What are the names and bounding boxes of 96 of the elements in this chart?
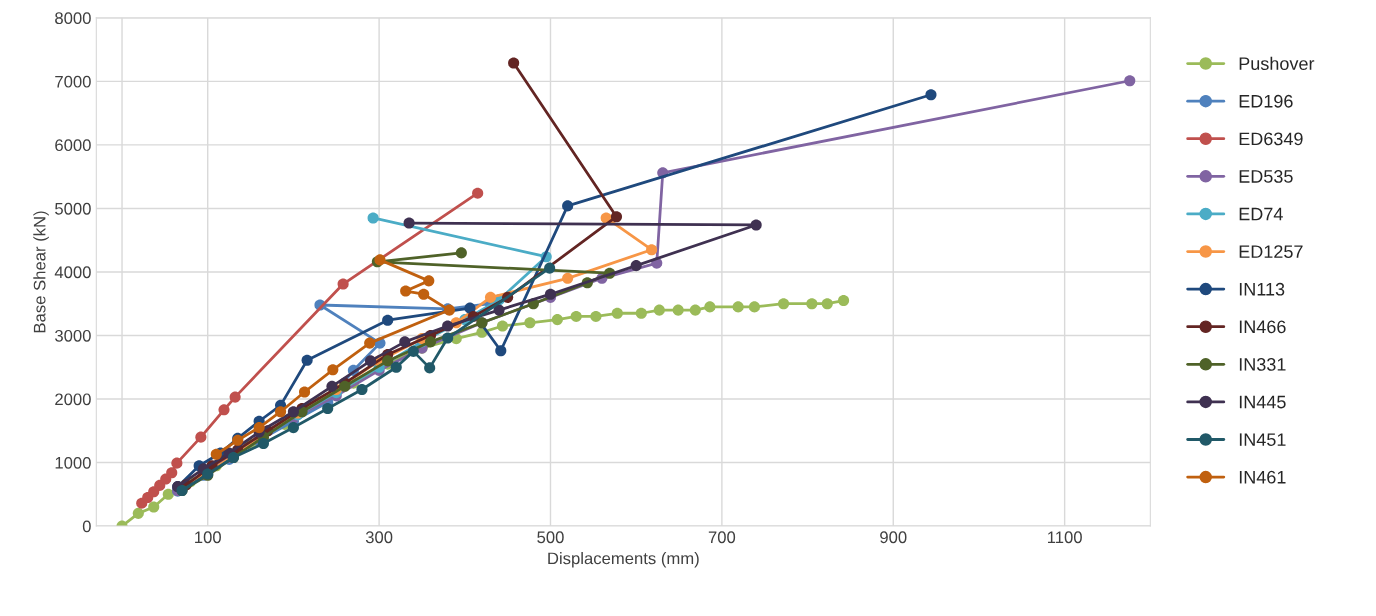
point [646,244,658,256]
point [148,501,160,513]
y-tick-label: 4000 [54,266,91,279]
point [611,307,623,319]
point [162,488,174,500]
point [337,278,349,290]
y-tick-label: 6000 [55,139,91,152]
y-tick-label: 7000 [55,75,91,88]
point [275,406,287,418]
point [551,314,563,326]
point [171,457,183,469]
point [400,285,412,297]
point [287,422,299,434]
legend-label: IN445 [1239,395,1286,409]
y-tick-label: 5000 [55,202,91,215]
legend-label: ED74 [1239,207,1283,221]
point [407,345,419,357]
point [748,301,760,313]
point [653,304,665,316]
legend-label: IN466 [1239,320,1286,334]
point [210,448,222,460]
point [364,355,377,367]
point [689,304,701,316]
point [493,304,505,316]
point [496,320,509,332]
point [418,288,430,300]
point [732,301,744,313]
point [455,247,467,259]
point [287,406,299,418]
point [806,298,818,310]
point [925,89,937,101]
point [778,298,790,310]
point [838,294,850,307]
y-tick-label: 1000 [55,456,91,469]
legend-label: IN461 [1239,470,1286,484]
point [424,362,436,374]
legend-label: ED1257 [1239,245,1303,259]
point [610,211,623,223]
y-tick-label: 2000 [55,393,91,406]
point [301,354,313,366]
point [672,304,684,316]
legend-label: IN451 [1239,433,1286,446]
point [257,437,269,450]
x-tick-label: 700 [708,531,736,544]
point [562,272,574,284]
point [322,402,334,415]
point [472,187,484,199]
point [390,361,402,373]
legend-label: ED6349 [1239,132,1303,146]
legend-label: IN113 [1239,282,1285,296]
x-tick-label: 100 [195,531,221,544]
legend-label: IN331 [1239,358,1286,371]
point [326,380,338,392]
point [508,57,520,69]
point [403,217,415,229]
point [630,260,642,272]
point [524,317,536,329]
x-tick-label: 500 [537,531,564,544]
point [750,219,762,231]
point [132,507,144,519]
point [590,310,602,322]
point [253,422,265,434]
point [299,386,311,398]
x-tick-label: 900 [880,531,907,544]
point [195,431,207,443]
point [495,345,507,357]
point [382,314,394,326]
point [704,301,716,313]
point [544,262,556,274]
point [562,200,574,212]
point [399,336,411,348]
point [218,404,230,416]
y-tick-label: 0 [82,520,91,533]
point [364,337,376,349]
point [166,467,178,479]
legend-label: ED535 [1239,170,1293,183]
x-tick-label: 300 [365,531,393,544]
x-tick-label: 1100 [1047,531,1082,544]
point [229,391,241,403]
point [484,291,497,303]
point [356,383,368,396]
legend-label: ED196 [1239,94,1293,108]
point [423,275,435,287]
legend-label: Pushover [1239,56,1315,71]
point [327,364,339,376]
x-axis-title: Displacements (mm) [548,552,699,568]
point [442,332,454,344]
point [635,307,647,319]
point [442,320,454,332]
point [1124,75,1136,87]
point [821,298,833,310]
point [367,212,379,224]
y-tick-label: 3000 [55,329,91,342]
y-tick-label: 8000 [55,12,91,25]
y-axis-title: Base Shear (kN) [33,211,49,333]
point [570,310,582,322]
